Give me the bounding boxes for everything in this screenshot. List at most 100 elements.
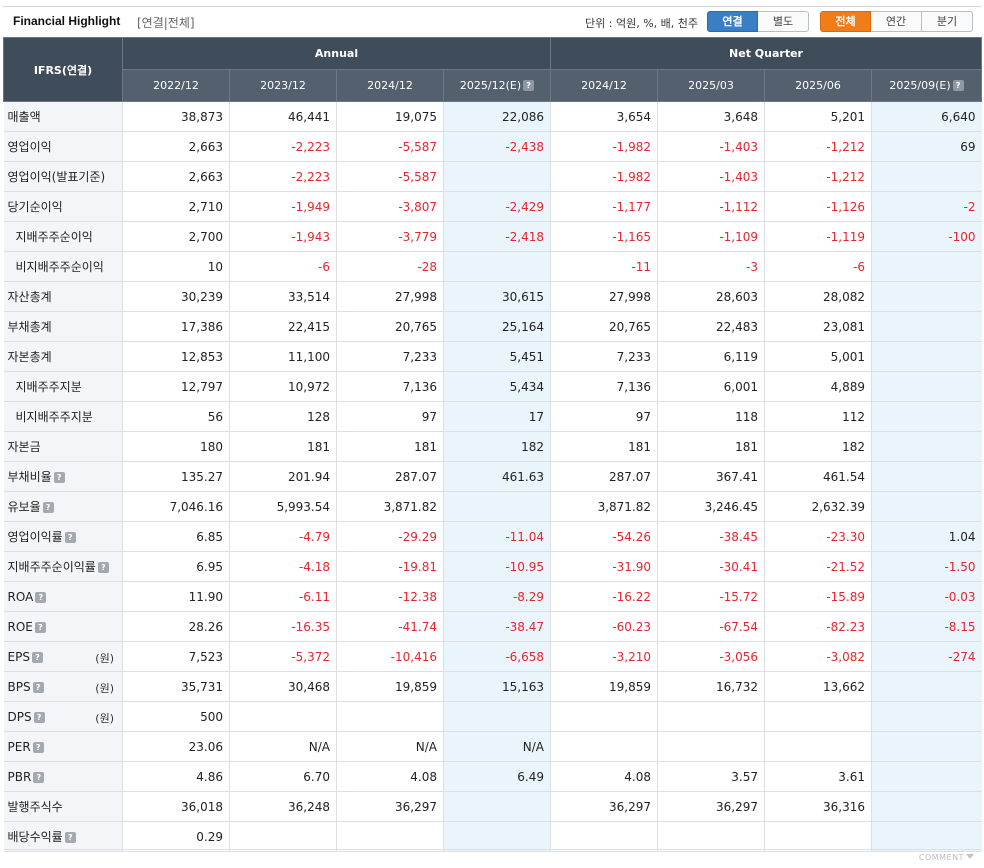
row-label-cell: 자본금 — [3, 431, 123, 462]
question-mark-icon[interactable]: ? — [32, 681, 44, 693]
table-cell: -1,982 — [550, 131, 658, 162]
table-cell — [764, 731, 872, 762]
group-header-row: IFRS(연결) Annual Net Quarter — [3, 37, 983, 102]
table-cell: -38.47 — [442, 611, 551, 642]
consolidation-toggle: 연결 별도 — [707, 11, 809, 32]
table-row: 자본총계 12,853 11,100 7,233 5,451 7,233 6,119 5,00… — [3, 341, 982, 372]
question-mark-icon[interactable]: ? — [64, 832, 76, 843]
row-label-cell: BPS? (원) — [3, 671, 123, 702]
table-cell: -3,779 — [336, 221, 444, 252]
table-cell — [871, 671, 982, 702]
row-label-cell: 당기순이익 — [3, 191, 123, 222]
table-cell: 2,710 — [122, 191, 230, 222]
table-cell: 3.61 — [764, 761, 872, 792]
table-row: 당기순이익 2,710 -1,949 -3,807 -2,429 -1,177 -1,112… — [3, 191, 982, 222]
row-label: 당기순이익 — [7, 200, 63, 214]
row-label-cell: 발행주식수 — [3, 791, 123, 822]
table-cell: 461.54 — [764, 461, 872, 492]
period-button-2[interactable]: 분기 — [922, 11, 973, 32]
table-cell: -5,372 — [229, 641, 337, 672]
row-label: 부채총계 — [7, 320, 52, 334]
table-cell: 7,136 — [336, 371, 444, 402]
table-cell: 17,386 — [122, 311, 230, 342]
table-cell: 6.85 — [122, 521, 230, 552]
table-cell: 27,998 — [550, 281, 658, 312]
row-label: EPS — [7, 649, 30, 664]
question-mark-icon[interactable]: ? — [42, 502, 54, 513]
table-cell: 23.06 — [122, 731, 230, 762]
column-header-label: 2024/12 — [581, 79, 627, 92]
row-label: PER — [7, 739, 31, 754]
period-button-0[interactable]: 전체 — [820, 11, 871, 32]
question-mark-icon[interactable]: ? — [523, 80, 535, 91]
row-label-cell: 유보율? — [3, 491, 123, 522]
period-button-1[interactable]: 연간 — [871, 11, 922, 32]
table-cell: -2,429 — [442, 191, 551, 222]
question-mark-icon[interactable]: ? — [952, 80, 964, 91]
row-label-cell: ROA? — [3, 581, 123, 612]
table-cell: 19,859 — [336, 671, 444, 702]
question-mark-icon[interactable]: ? — [64, 532, 76, 543]
question-mark-icon[interactable]: ? — [33, 711, 45, 723]
table-cell: -1,982 — [550, 161, 658, 192]
table-row: DPS? (원) 500 — [3, 701, 982, 732]
row-label: 자본금 — [7, 440, 41, 454]
column-header-label: 2025/06 — [795, 79, 841, 92]
question-mark-icon[interactable]: ? — [34, 621, 46, 633]
question-mark-icon[interactable]: ? — [33, 771, 45, 783]
table-cell: -38.45 — [657, 521, 765, 552]
table-cell — [550, 701, 658, 732]
question-mark-icon[interactable]: ? — [53, 472, 65, 483]
consolidation-button-1[interactable]: 별도 — [758, 11, 809, 32]
table-row: 지배주주순이익률? 6.95 -4.18 -19.81 -10.95 -31.90 -30.… — [3, 551, 982, 582]
table-cell: -1,165 — [550, 221, 658, 252]
row-label: DPS — [7, 709, 32, 724]
table-row: 자산총계 30,239 33,514 27,998 30,615 27,998 28,603… — [3, 281, 982, 312]
table-cell: N/A — [336, 731, 444, 762]
table-row: 비지배주주지분 56 128 97 17 97 118 112 — [3, 401, 982, 432]
table-cell: -28 — [336, 251, 444, 282]
table-cell: 35,731 — [122, 671, 230, 702]
column-header: 2024/12 — [550, 69, 659, 102]
row-label-cell: 지배주주지분 — [3, 371, 123, 402]
table-cell: 10 — [122, 251, 230, 282]
table-cell: 5,201 — [764, 101, 872, 132]
table-cell: 5,001 — [764, 341, 872, 372]
table-cell: -1,109 — [657, 221, 765, 252]
table-cell: -16.35 — [229, 611, 337, 642]
table-cell: -1,403 — [657, 131, 765, 162]
table-cell: 19,859 — [550, 671, 658, 702]
table-cell: -10.95 — [442, 551, 551, 582]
table-cell: 2,632.39 — [764, 491, 872, 522]
question-mark-icon[interactable]: ? — [31, 651, 43, 663]
table-cell: -3,082 — [764, 641, 872, 672]
table-cell: 0.29 — [122, 821, 230, 852]
table-row: ROE? 28.26 -16.35 -41.74 -38.47 -60.23 -67.54-… — [3, 611, 982, 642]
table-cell: 4,889 — [764, 371, 872, 402]
consolidation-button-0[interactable]: 연결 — [707, 11, 758, 32]
column-header: 2025/12(E)? — [442, 69, 552, 102]
row-label-cell: 영업이익 — [3, 131, 123, 162]
table-cell: 12,853 — [122, 341, 230, 372]
column-header-label: 2022/12 — [153, 79, 199, 92]
group-header-0: Annual — [121, 37, 552, 70]
table-row: 영업이익률? 6.85 -4.79 -29.29 -11.04 -54.26 -38.45-… — [3, 521, 982, 552]
table-cell: 6,640 — [871, 101, 982, 132]
table-row: 영업이익(발표기준) 2,663 -2,223 -5,587 -1,982 -1,403-… — [3, 161, 982, 192]
question-mark-icon[interactable]: ? — [97, 562, 109, 573]
table-cell — [657, 731, 765, 762]
question-mark-icon[interactable]: ? — [32, 741, 44, 753]
column-header: 2025/03 — [657, 69, 766, 102]
column-header-label: 2025/12(E) — [459, 79, 522, 92]
table-cell: 30,615 — [442, 281, 551, 312]
question-mark-icon[interactable]: ? — [35, 591, 47, 603]
table-cell: 36,316 — [764, 791, 872, 822]
row-label: 부채비율 — [7, 470, 52, 484]
table-cell: -15.89 — [764, 581, 872, 612]
table-row: 매출액 38,873 46,441 19,075 22,086 3,654 3,648 5,2… — [3, 101, 982, 132]
row-label-cell: 지배주주순이익 — [3, 221, 123, 252]
comment-toggle[interactable]: COMMENT — [919, 853, 974, 862]
column-header: 2024/12 — [336, 69, 444, 102]
table-cell: -23.30 — [764, 521, 872, 552]
table-cell: -1,126 — [764, 191, 872, 222]
